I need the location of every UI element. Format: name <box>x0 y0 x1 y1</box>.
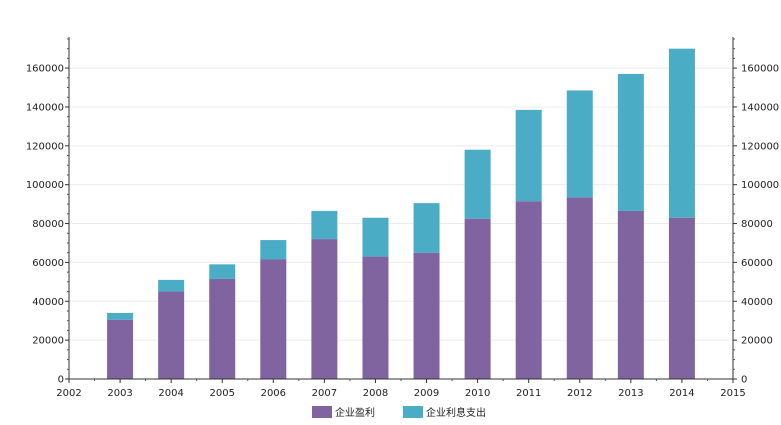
y-tick-label-right: 20000 <box>741 336 773 347</box>
x-tick-label: 2009 <box>414 388 439 399</box>
bar-profit-2014 <box>668 217 695 379</box>
y-tick-label-left: 20000 <box>32 336 64 347</box>
bar-interest-2011 <box>515 109 542 202</box>
bar-interest-2013 <box>617 73 644 211</box>
x-tick-label: 2002 <box>56 388 81 399</box>
x-tick-label: 2006 <box>261 388 286 399</box>
y-tick-label-left: 100000 <box>26 180 64 191</box>
y-ticks-right: 0 20000 40000 60000 80000 100000 120000 140000 1… <box>733 38 779 386</box>
bar-profit-2011 <box>515 201 542 379</box>
bar-profit-2007 <box>311 239 338 379</box>
legend-swatch <box>403 406 423 418</box>
bar-interest-2009 <box>413 203 440 253</box>
bar-profit-2013 <box>617 210 644 379</box>
x-tick-label: 2003 <box>107 388 132 399</box>
bar-interest-2010 <box>464 149 491 219</box>
legend-swatch <box>312 406 332 418</box>
bar-profit-2005 <box>209 278 236 379</box>
bar-interest-2003 <box>107 312 134 320</box>
y-tick-label-right: 140000 <box>741 102 779 113</box>
bar-profit-2009 <box>413 252 440 379</box>
bar-interest-2012 <box>566 90 593 198</box>
y-tick-label-right: 40000 <box>741 297 773 308</box>
bar-profit-2012 <box>566 197 593 379</box>
bar-interest-2007 <box>311 210 338 240</box>
y-tick-label-left: 120000 <box>26 141 64 152</box>
y-tick-label-left: 40000 <box>32 297 64 308</box>
y-tick-label-right: 120000 <box>741 141 779 152</box>
y-tick-label-left: 60000 <box>32 258 64 269</box>
y-tick-label-left: 140000 <box>26 102 64 113</box>
x-tick-label: 2005 <box>210 388 235 399</box>
bar-interest-2004 <box>158 279 185 292</box>
x-tick-label: 2012 <box>567 388 592 399</box>
y-tick-label-right: 0 <box>741 375 747 386</box>
x-tick-label: 2010 <box>465 388 490 399</box>
x-tick-label: 2014 <box>669 388 694 399</box>
legend: 企业盈利 企业利息支出 <box>312 406 486 419</box>
y-ticks-left: 0 20000 40000 60000 80000 100000 120000 140000 1… <box>26 38 69 386</box>
x-ticks: 2002 2003 2004 2005 2006 2007 2008 2009 2010 2011… <box>56 379 746 399</box>
legend-label: 企业利息支出 <box>426 406 486 419</box>
y-tick-label-right: 80000 <box>741 219 773 230</box>
x-tick-label: 2007 <box>312 388 337 399</box>
y-tick-label-left: 80000 <box>32 219 64 230</box>
y-tick-label-right: 100000 <box>741 180 779 191</box>
bar-profit-2006 <box>260 259 287 379</box>
y-tick-label-right: 60000 <box>741 258 773 269</box>
bar-profit-2008 <box>362 256 389 379</box>
bar-interest-2005 <box>209 264 236 279</box>
bar-interest-2008 <box>362 217 389 257</box>
y-tick-label-left: 0 <box>58 375 64 386</box>
bar-interest-2014 <box>668 48 695 218</box>
x-tick-label: 2011 <box>516 388 541 399</box>
y-tick-label-left: 160000 <box>26 64 64 75</box>
bar-profit-2003 <box>107 319 134 379</box>
y-tick-label-right: 160000 <box>741 64 779 75</box>
bar-interest-2006 <box>260 240 287 260</box>
x-tick-label: 2013 <box>618 388 643 399</box>
x-tick-label: 2004 <box>158 388 183 399</box>
bar-profit-2010 <box>464 218 491 379</box>
bars <box>107 48 695 379</box>
legend-label: 企业盈利 <box>335 406 375 419</box>
bar-profit-2004 <box>158 291 185 379</box>
x-tick-label: 2008 <box>363 388 388 399</box>
x-tick-label: 2015 <box>720 388 745 399</box>
